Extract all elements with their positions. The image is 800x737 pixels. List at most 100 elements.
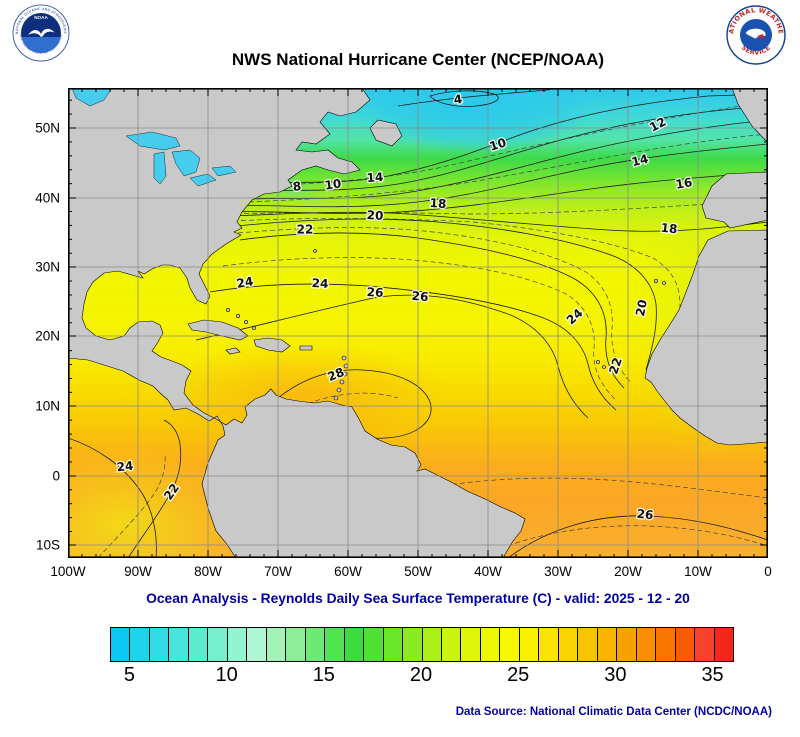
colorbar-cell: [461, 628, 481, 661]
colorbar-cell: [675, 628, 696, 661]
map-subtitle: Ocean Analysis - Reynolds Daily Sea Surf…: [146, 591, 690, 606]
colorbar-cell: [286, 628, 306, 661]
colorbar-cell: [441, 628, 462, 661]
contour-label: 14: [366, 170, 384, 185]
x-axis-label: 20W: [614, 564, 642, 579]
bahamas-islands: [226, 308, 256, 330]
contour-label: 14: [630, 152, 650, 170]
europe-corner-landmass: [731, 88, 768, 144]
colorbar-cell: [714, 628, 733, 661]
nws-logo-emblem: NATIONAL WEATHER SERVICE: [723, 0, 786, 65]
lesser-antilles-islands: [333, 355, 349, 401]
colorbar-cell: [130, 628, 150, 661]
colorbar-cell: [539, 628, 559, 661]
colorbar-cell: [169, 628, 189, 661]
iberia-landmass: [701, 171, 768, 229]
colorbar-cell: [578, 628, 598, 661]
colorbar-cell: [364, 628, 384, 661]
colorbar-cell: [305, 628, 326, 661]
contour-label: 26: [411, 289, 429, 304]
colorbar-cell: [519, 628, 540, 661]
x-axis-label: 10W: [684, 564, 712, 579]
colorbar-tick: 15: [312, 664, 335, 686]
contour-label: 26: [366, 285, 383, 300]
noaa-logo-emblem: NATIONAL OCEANIC AND ATMOSPHERIC U.S. DE…: [12, 4, 70, 62]
contour-label: 18: [429, 196, 447, 211]
x-axis-label: 90W: [124, 564, 152, 579]
x-axis-label: 80W: [194, 564, 222, 579]
labrador-cold-tongue: [355, 88, 591, 154]
colorbar-cell: [403, 628, 423, 661]
contour-label: 16: [674, 175, 693, 192]
contour-label: 24: [235, 274, 254, 291]
contour-label: 22: [606, 356, 624, 376]
cape-verde-islands: [596, 360, 606, 369]
y-axis-label: 0: [52, 468, 60, 484]
data-source-text: Data Source: National Climatic Data Cent…: [455, 706, 772, 718]
y-axis-label: 10S: [35, 537, 60, 553]
great-lakes: [125, 131, 237, 187]
map-frame: [68, 88, 768, 558]
colorbar-tick: 35: [701, 664, 724, 686]
x-axis-label: 50W: [404, 564, 432, 579]
y-axis-label: 50N: [35, 120, 60, 136]
contour-label: 18: [660, 221, 678, 237]
colorbar-cell: [208, 628, 228, 661]
colorbar-cell: [111, 628, 131, 661]
colorbar-tick-labels: 5 10 15 20 25 30 35: [110, 664, 732, 690]
hispaniola-island: [253, 337, 291, 353]
americas-landmass: [68, 88, 526, 558]
colorbar-cell: [617, 628, 637, 661]
x-axis-label: 30W: [544, 564, 572, 579]
contour-label: 24: [116, 459, 134, 475]
colorbar-cell: [188, 628, 209, 661]
noaa-emblem-sea: [21, 37, 61, 54]
contour-label: 24: [311, 276, 328, 291]
x-axis-label: 100W: [50, 564, 86, 579]
puerto-rico-island: [299, 345, 313, 351]
colorbar-tick: 25: [507, 664, 530, 686]
y-axis-label: 40N: [35, 190, 60, 206]
colorbar-cell: [695, 628, 715, 661]
jamaica-island: [225, 347, 241, 355]
colorbar-tick: 5: [123, 664, 135, 686]
colorbar-cell: [149, 628, 170, 661]
nws-map-shape: [745, 28, 766, 39]
colorbar-cell: [227, 628, 248, 661]
x-axis-label: 40W: [474, 564, 502, 579]
contour-label: 20: [366, 208, 383, 223]
colorbar-cell: [597, 628, 618, 661]
colorbar-cell: [500, 628, 520, 661]
noaa-logo: NATIONAL OCEANIC AND ATMOSPHERIC U.S. DE…: [12, 4, 70, 62]
page-title: NWS National Hurricane Center (NCEP/NOAA…: [231, 50, 605, 69]
contour-label: 22: [297, 223, 314, 237]
colorbar-cell: [344, 628, 365, 661]
colorbar-cell: [422, 628, 442, 661]
africa-landmass: [644, 229, 768, 446]
contour-label: 4: [453, 92, 463, 107]
colorbar-cell: [383, 628, 404, 661]
bermuda-island: [313, 249, 317, 253]
x-axis-label: 70W: [264, 564, 292, 579]
y-axis-label: 30N: [35, 259, 60, 275]
colorbar-cell: [636, 628, 657, 661]
colorbar-tick: 10: [215, 664, 238, 686]
colorbar-cell: [656, 628, 676, 661]
colorbar-cell: [480, 628, 501, 661]
nws-flag-icon: [757, 33, 764, 40]
y-axis-label: 20N: [35, 328, 60, 344]
x-axis-label: 0: [764, 564, 772, 579]
y-axis-label: 10N: [35, 398, 60, 414]
colorbar-cell: [266, 628, 287, 661]
contour-label: 20: [633, 298, 650, 317]
hudson-bay-water: [71, 88, 113, 107]
temperature-colorbar: [110, 627, 734, 662]
colorbar-cell: [325, 628, 345, 661]
contour-label: 10: [324, 176, 342, 192]
nws-logo: NATIONAL WEATHER SERVICE: [723, 0, 786, 65]
colorbar-cell: [247, 628, 267, 661]
noaa-wordmark: NOAA: [34, 15, 48, 20]
